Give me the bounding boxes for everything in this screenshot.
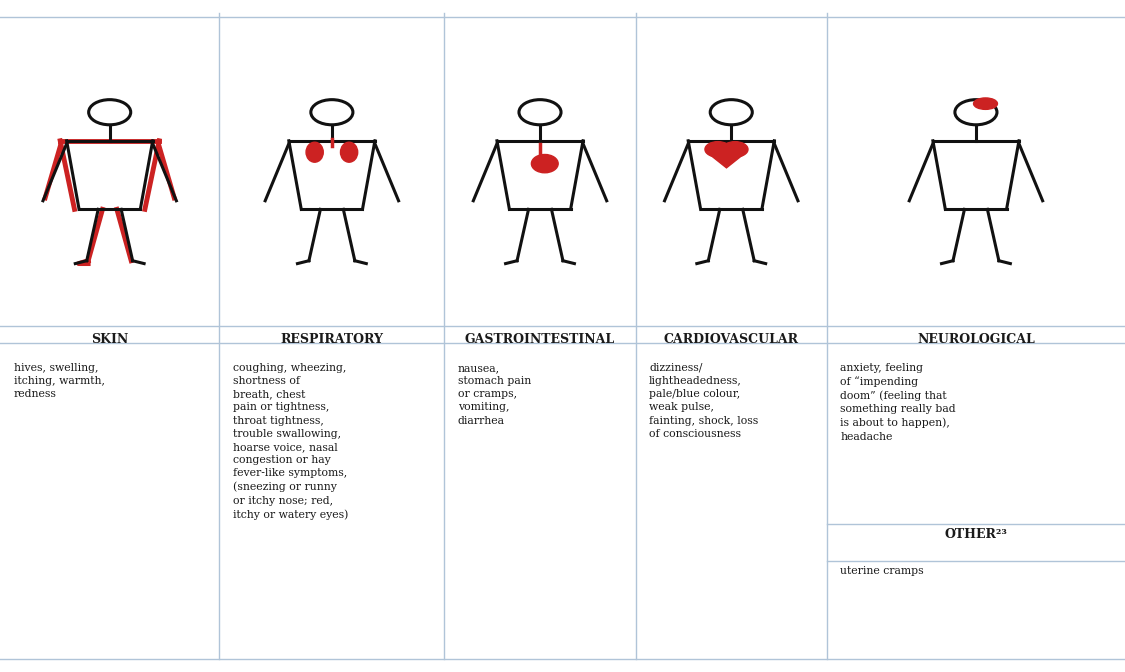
- Circle shape: [705, 142, 731, 157]
- Ellipse shape: [973, 98, 998, 110]
- Text: CARDIOVASCULAR: CARDIOVASCULAR: [664, 333, 799, 345]
- Ellipse shape: [341, 142, 358, 162]
- Text: uterine cramps: uterine cramps: [840, 566, 924, 577]
- Text: OTHER²³: OTHER²³: [945, 528, 1007, 540]
- Text: SKIN: SKIN: [91, 333, 128, 345]
- Text: hives, swelling,
itching, warmth,
redness: hives, swelling, itching, warmth, rednes…: [14, 363, 105, 399]
- Text: coughing, wheezing,
shortness of
breath, chest
pain or tightness,
throat tightne: coughing, wheezing, shortness of breath,…: [233, 363, 349, 519]
- Ellipse shape: [531, 155, 558, 173]
- Polygon shape: [705, 151, 747, 168]
- Text: GASTROINTESTINAL: GASTROINTESTINAL: [465, 333, 615, 345]
- Text: anxiety, feeling
of “impending
doom” (feeling that
something really bad
is about: anxiety, feeling of “impending doom” (fe…: [840, 363, 956, 442]
- Text: RESPIRATORY: RESPIRATORY: [280, 333, 384, 345]
- Circle shape: [722, 142, 748, 157]
- Text: dizziness/
lightheadedness,
pale/blue colour,
weak pulse,
fainting, shock, loss
: dizziness/ lightheadedness, pale/blue co…: [649, 363, 758, 439]
- Text: NEUROLOGICAL: NEUROLOGICAL: [917, 333, 1035, 345]
- Text: nausea,
stomach pain
or cramps,
vomiting,
diarrhea: nausea, stomach pain or cramps, vomiting…: [458, 363, 531, 425]
- Ellipse shape: [306, 142, 323, 162]
